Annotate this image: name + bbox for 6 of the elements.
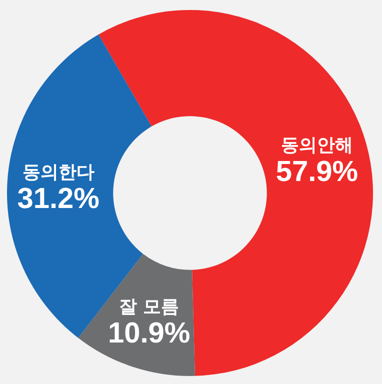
- slice-label: 잘 모름: [118, 296, 180, 318]
- slice-label: 동의한다: [22, 162, 94, 184]
- data-label: 10.9%: [108, 317, 190, 350]
- data-label: 31.2%: [17, 183, 100, 216]
- data-label: 57.9%: [276, 156, 358, 188]
- slice-label: 동의안해: [280, 135, 353, 156]
